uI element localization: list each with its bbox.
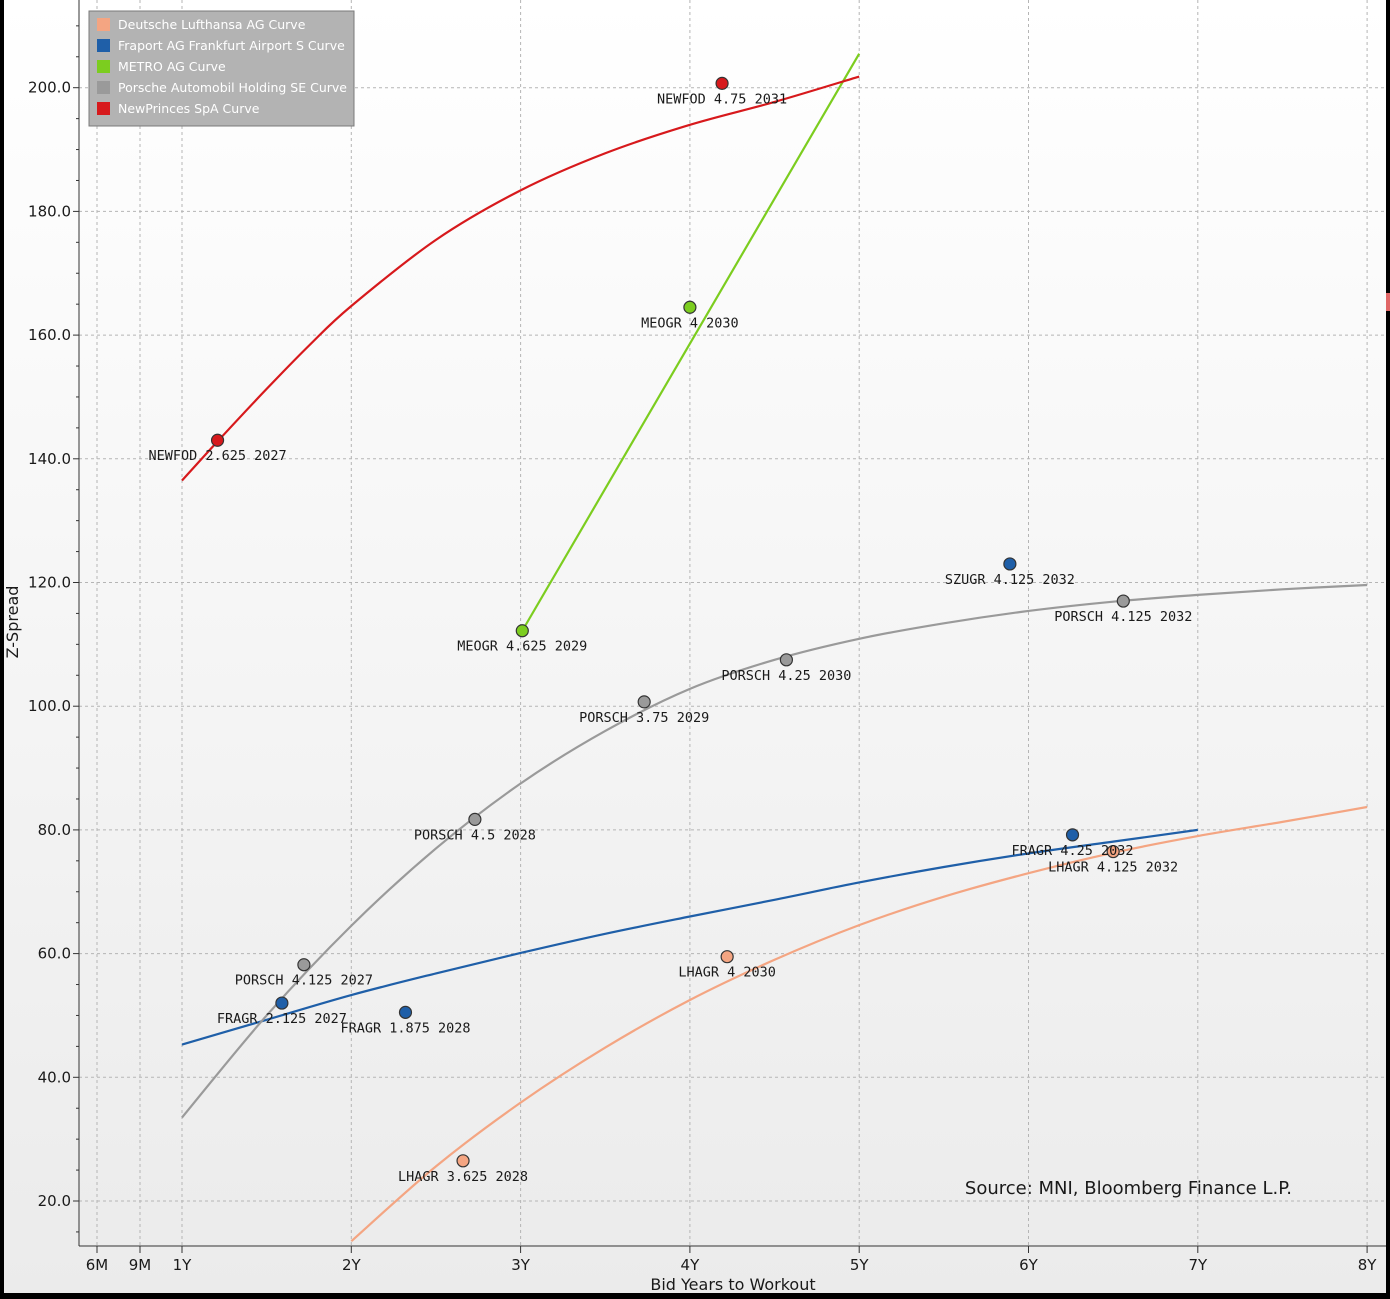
bond-label: PORSCH 3.75 2029 (579, 710, 709, 726)
curve-series-1 (181, 828, 1198, 1046)
y-tick-label: 100.0 (28, 697, 71, 715)
bond-label: FRAGR 2.125 2027 (217, 1011, 347, 1027)
fitted-curves (181, 53, 1368, 1243)
bond-label: LHAGR 3.625 2028 (398, 1169, 528, 1185)
bond-point[interactable] (398, 1005, 413, 1019)
x-tick-label: 3Y (511, 1256, 531, 1274)
legend-label[interactable]: METRO AG Curve (118, 59, 226, 74)
x-tick-label: 1Y (173, 1256, 193, 1274)
bond-label: PORSCH 4.5 2028 (414, 827, 536, 843)
bond-label: PORSCH 4.25 2030 (721, 668, 851, 684)
plot-background (4, 0, 1386, 1293)
bond-point[interactable] (515, 624, 529, 638)
legend-swatch (97, 18, 110, 31)
legend-label[interactable]: Porsche Automobil Holding SE Curve (118, 80, 347, 95)
x-tick-label: 8Y (1358, 1256, 1378, 1274)
legend-swatch (97, 102, 110, 115)
curve-series-4 (181, 75, 860, 482)
bond-label: MEOGR 4.625 2029 (457, 639, 587, 655)
curve-series-0 (350, 805, 1368, 1243)
legend-label[interactable]: Deutsche Lufthansa AG Curve (118, 17, 306, 32)
x-axis-title: Bid Years to Workout (650, 1275, 815, 1294)
bond-point[interactable] (1003, 557, 1017, 571)
legend-box (88, 10, 355, 127)
bond-point[interactable] (1065, 828, 1080, 842)
bond-label: SZUGR 4.125 2032 (945, 572, 1075, 588)
x-tick-label: 9M (129, 1256, 152, 1274)
x-tick-label: 5Y (850, 1256, 870, 1274)
y-tick-label: 160.0 (28, 326, 71, 344)
legend: Deutsche Lufthansa AG Curve Fraport AG Fr… (88, 10, 355, 127)
bond-point[interactable] (297, 958, 311, 972)
x-tick-label: 6Y (1019, 1256, 1039, 1274)
y-tick-label: 200.0 (28, 79, 71, 97)
bond-point[interactable] (715, 76, 729, 90)
legend-swatch (97, 81, 110, 94)
y-tick-label: 60.0 (38, 945, 71, 963)
bond-point[interactable] (779, 653, 794, 667)
bond-point[interactable] (456, 1154, 470, 1168)
legend-swatch (97, 60, 110, 73)
bond-label: FRAGR 4.25 2032 (1012, 843, 1134, 859)
source-note: Source: MNI, Bloomberg Finance L.P. (965, 1178, 1292, 1199)
x-tick-label: 2Y (342, 1256, 362, 1274)
bond-point[interactable] (1116, 594, 1130, 608)
bond-points (210, 76, 1130, 1168)
bond-point[interactable] (210, 433, 225, 447)
bond-label: LHAGR 4.125 2032 (1048, 860, 1178, 876)
x-tick-label: 6M (86, 1256, 109, 1274)
bond-point[interactable] (1106, 844, 1120, 859)
bond-labels: LHAGR 3.625 2028 LHAGR 4 2030 LHAGR 4.125 … (148, 91, 1192, 1184)
x-tick-label: 4Y (681, 1256, 701, 1274)
y-tick-label: 40.0 (38, 1068, 71, 1086)
y-tick-label: 120.0 (28, 574, 71, 592)
legend-label[interactable]: Fraport AG Frankfurt Airport S Curve (118, 38, 345, 53)
bond-label: MEOGR 4 2030 (641, 315, 739, 331)
bond-point[interactable] (275, 996, 289, 1010)
edge-marker (1386, 293, 1390, 311)
bond-point[interactable] (683, 300, 697, 314)
bond-label: PORSCH 4.125 2032 (1054, 609, 1192, 625)
y-tick-label: 140.0 (28, 450, 71, 468)
legend-swatch (97, 39, 110, 52)
bond-label: PORSCH 4.125 2027 (235, 973, 373, 989)
x-tick-label: 7Y (1188, 1256, 1208, 1274)
legend-label[interactable]: NewPrinces SpA Curve (118, 101, 260, 116)
bond-point[interactable] (720, 950, 734, 964)
bond-point[interactable] (637, 695, 651, 709)
bond-point[interactable] (468, 812, 482, 826)
bond-label: NEWFOD 2.625 2027 (148, 448, 286, 464)
y-tick-label: 80.0 (38, 821, 71, 839)
y-tick-label: 20.0 (38, 1192, 71, 1210)
y-tick-label: 180.0 (28, 202, 71, 220)
axes: 20.0 40.0 60.0 80.0 100.0 120.0 140.0 160.0 180.… (28, 0, 1386, 1274)
curve-series-2 (521, 53, 861, 632)
curve-series-3 (181, 583, 1368, 1119)
bond-label: FRAGR 1.875 2028 (340, 1020, 470, 1036)
bond-label: NEWFOD 4.75 2031 (657, 91, 787, 107)
y-axis-title: Z-Spread (3, 586, 22, 659)
bond-label: LHAGR 4 2030 (678, 965, 776, 981)
